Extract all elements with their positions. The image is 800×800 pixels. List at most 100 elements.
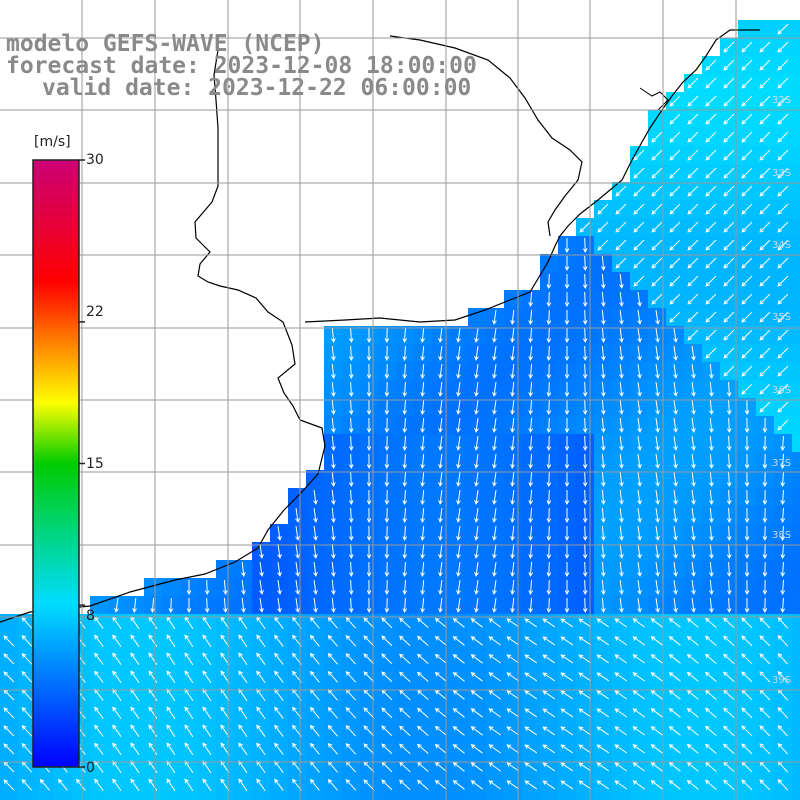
wind-arrow — [474, 508, 479, 523]
field-cell — [792, 704, 800, 723]
wind-arrow — [204, 597, 210, 614]
wind-arrow — [330, 381, 336, 398]
wind-arrow — [452, 726, 465, 736]
wind-arrow — [780, 579, 786, 596]
lat-label: 38S — [772, 530, 792, 541]
wind-arrow — [600, 309, 606, 326]
wind-arrow — [420, 327, 425, 344]
wind-arrow — [528, 489, 534, 506]
wind-arrow — [726, 561, 732, 578]
wind-arrow — [780, 507, 786, 524]
wind-arrow — [759, 329, 771, 341]
wind-arrow — [130, 778, 140, 792]
wind-arrow — [202, 670, 212, 684]
wind-arrow — [438, 508, 443, 523]
wind-arrow — [744, 543, 750, 560]
wind-arrow — [416, 707, 429, 718]
wind-arrow — [564, 526, 570, 542]
wind-arrow — [542, 690, 556, 700]
field-cell — [504, 794, 523, 800]
wind-arrow — [614, 672, 628, 682]
wind-arrow — [295, 508, 300, 523]
wind-arrow — [651, 149, 663, 161]
wind-arrow — [420, 471, 425, 488]
wind-arrow — [330, 327, 336, 344]
wind-arrow — [777, 671, 789, 683]
wind-arrow — [651, 131, 663, 143]
wind-arrow — [705, 293, 717, 305]
wind-arrow — [542, 744, 556, 754]
wind-arrow — [614, 762, 628, 772]
wind-arrow — [528, 345, 534, 362]
wind-arrow — [256, 634, 266, 647]
wind-arrow — [723, 41, 735, 53]
wind-arrow — [528, 561, 534, 578]
wind-arrow — [259, 598, 264, 613]
wind-arrow — [366, 399, 372, 416]
wind-arrow — [777, 329, 789, 341]
field-cell — [792, 722, 800, 741]
wind-arrow — [402, 435, 408, 452]
wind-arrow — [546, 453, 552, 470]
wind-arrow — [705, 131, 717, 143]
wind-arrow — [705, 275, 717, 287]
wind-arrow — [510, 561, 515, 578]
field-cell — [792, 272, 800, 291]
wind-arrow — [741, 41, 753, 53]
wind-arrow — [723, 95, 735, 107]
wind-arrow — [741, 77, 753, 89]
wind-arrow — [295, 562, 300, 577]
field-cell — [792, 578, 800, 597]
wind-arrow — [650, 672, 663, 682]
wind-arrow — [560, 654, 574, 664]
wind-arrow — [492, 310, 497, 325]
wind-arrow — [691, 346, 696, 361]
wind-arrow — [470, 654, 483, 664]
wind-arrow — [726, 489, 732, 506]
wind-arrow — [327, 652, 338, 665]
wind-arrow — [655, 364, 660, 379]
wind-arrow — [168, 597, 174, 614]
field-cell — [792, 326, 800, 345]
wind-arrow — [741, 779, 753, 791]
wind-arrow — [274, 724, 284, 737]
wind-arrow — [21, 653, 33, 665]
wind-arrow — [632, 744, 645, 754]
wind-arrow — [582, 309, 588, 326]
wind-arrow — [726, 453, 732, 470]
wind-arrow — [777, 365, 789, 377]
wind-arrow — [474, 364, 479, 379]
wind-arrow — [492, 454, 497, 469]
field-cell — [792, 146, 800, 165]
wind-arrow — [528, 597, 534, 614]
wind-arrow — [524, 654, 538, 664]
field-cell — [432, 794, 451, 800]
wind-arrow — [452, 636, 465, 646]
wind-arrow — [399, 707, 411, 719]
wind-arrow — [528, 381, 534, 398]
wind-arrow — [420, 489, 425, 506]
wind-arrow — [705, 329, 717, 341]
wind-arrow — [150, 597, 156, 614]
field-cell — [792, 488, 800, 507]
wind-arrow — [528, 525, 534, 542]
wind-arrow — [600, 435, 606, 452]
wind-arrow — [492, 346, 497, 361]
wind-arrow — [241, 579, 246, 596]
wind-arrow — [384, 399, 390, 416]
wind-arrow — [238, 778, 248, 792]
wind-arrow — [399, 725, 411, 737]
wind-arrow — [420, 525, 425, 542]
wind-arrow — [637, 472, 642, 487]
wind-arrow — [492, 562, 497, 577]
wind-arrow — [578, 726, 592, 736]
wind-arrow — [132, 597, 137, 614]
wind-arrow — [705, 257, 717, 269]
wind-arrow — [420, 453, 425, 470]
wind-arrow — [94, 652, 104, 665]
wind-arrow — [546, 597, 552, 614]
field-cell — [342, 794, 361, 800]
wind-arrow — [759, 653, 771, 665]
wind-arrow — [488, 672, 501, 682]
wind-arrow — [777, 707, 789, 719]
